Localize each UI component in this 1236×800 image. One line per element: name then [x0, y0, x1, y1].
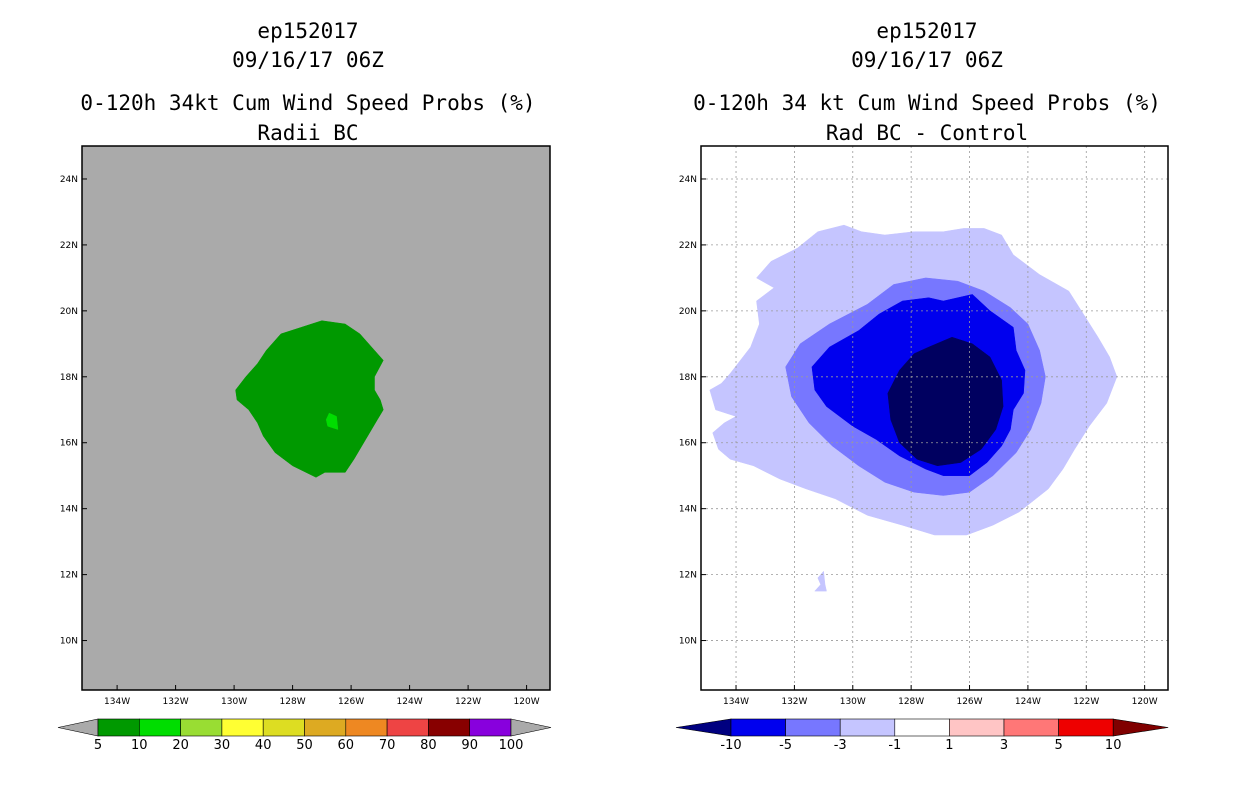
left-xtick-label-5: 124W — [397, 697, 423, 707]
right-xtick-label-1: 132W — [781, 697, 807, 707]
right-chart-title: 0-120h 34 kt Cum Wind Speed Probs (%) — [693, 91, 1161, 115]
left-colorbar-label-4: 40 — [255, 738, 272, 753]
right-ytick-label-0: 24N — [679, 175, 697, 185]
left-xtick-label-7: 120W — [514, 697, 540, 707]
left-ytick-label-0: 24N — [60, 175, 78, 185]
right-colorbar-label-1: -5 — [779, 738, 792, 753]
left-colorbar-swatch-9 — [469, 718, 512, 737]
right-datetime: 09/16/17 06Z — [851, 48, 1003, 72]
right-ytick-label-4: 16N — [679, 439, 697, 449]
right-ytick-label-5: 14N — [679, 505, 697, 515]
right-colorbar-label-5: 3 — [1000, 738, 1008, 753]
left-ytick-label-6: 12N — [60, 571, 78, 581]
right-colorbar-swatch-2 — [839, 718, 896, 737]
right-contours — [709, 224, 1118, 592]
right-colorbar-under-arrow — [675, 718, 732, 737]
right-colorbar-swatch-3 — [894, 718, 950, 737]
left-ytick-label-4: 16N — [60, 439, 78, 449]
right-colorbar-swatch-1 — [785, 718, 841, 737]
left-colorbar: 5 10 20 30 40 50 60 70 80 90 100 — [57, 718, 552, 753]
left-colorbar-label-0: 5 — [94, 738, 102, 753]
left-colorbar-swatch-3 — [221, 718, 264, 737]
left-ytick-label-2: 20N — [60, 307, 78, 317]
left-xtick-label-6: 122W — [455, 697, 481, 707]
left-contour-0 — [235, 320, 384, 478]
left-ytick-label-7: 10N — [60, 637, 78, 647]
right-colorbar-label-0: -10 — [720, 738, 741, 753]
left-colorbar-label-3: 30 — [214, 738, 231, 753]
left-chart-subtitle: Radii BC — [257, 121, 358, 145]
right-colorbar: -10 -5 -3 -1 1 3 5 10 — [675, 718, 1169, 753]
left-xtick-label-4: 126W — [338, 697, 364, 707]
left-colorbar-swatch-0 — [97, 718, 140, 737]
left-colorbar-swatch-6 — [345, 718, 388, 737]
left-colorbar-swatch-8 — [428, 718, 470, 737]
left-colorbar-swatch-2 — [180, 718, 223, 737]
left-colorbar-swatch-4 — [262, 718, 305, 737]
left-xtick-label-0: 134W — [104, 697, 130, 707]
left-colorbar-label-6: 60 — [338, 738, 355, 753]
left-colorbar-label-1: 10 — [131, 738, 148, 753]
right-colorbar-label-4: 1 — [945, 738, 953, 753]
right-xtick-label-4: 126W — [956, 697, 982, 707]
left-chart-title: 0-120h 34kt Cum Wind Speed Probs (%) — [80, 91, 535, 115]
left-datetime: 09/16/17 06Z — [232, 48, 384, 72]
left-contour-1 — [325, 412, 339, 430]
right-ytick-label-3: 18N — [679, 373, 697, 383]
left-colorbar-swatch-1 — [139, 718, 181, 737]
left-colorbar-over-arrow — [510, 718, 552, 737]
left-xtick-label-1: 132W — [163, 697, 189, 707]
right-colorbar-label-2: -3 — [834, 738, 847, 753]
left-ytick-label-3: 18N — [60, 373, 78, 383]
right-colorbar-swatch-6 — [1058, 718, 1114, 737]
right-contour-1 — [814, 570, 827, 592]
right-xtick-label-0: 134W — [723, 697, 749, 707]
right-ytick-label-7: 10N — [679, 637, 697, 647]
left-contours — [235, 320, 384, 478]
right-colorbar-label-7: 10 — [1105, 738, 1122, 753]
right-axis-ticks: 24N 22N 20N 18N 16N 14N 12N 10N 134W 132W 130W 128W… — [679, 175, 1158, 707]
left-colorbar-under-arrow — [57, 718, 99, 737]
left-ytick-label-1: 22N — [60, 241, 78, 251]
left-xtick-label-3: 128W — [280, 697, 306, 707]
left-colorbar-label-8: 80 — [420, 738, 437, 753]
left-colorbar-label-5: 50 — [296, 738, 313, 753]
right-colorbar-swatch-5 — [1003, 718, 1059, 737]
left-ytick-label-5: 14N — [60, 505, 78, 515]
right-chart-subtitle: Rad BC - Control — [826, 121, 1028, 145]
left-colorbar-label-10: 100 — [499, 738, 524, 753]
right-colorbar-label-6: 5 — [1054, 738, 1062, 753]
left-chart-panel: ep152017 09/16/17 06Z 0-120h 34kt Cum Wi… — [57, 19, 552, 753]
right-colorbar-label-3: -1 — [888, 738, 901, 753]
right-colorbar-swatch-0 — [730, 718, 786, 737]
right-xtick-label-6: 122W — [1073, 697, 1099, 707]
right-grid — [701, 146, 1168, 690]
right-colorbar-over-arrow — [1112, 718, 1169, 737]
left-plot-frame — [81, 145, 551, 691]
right-xtick-label-2: 130W — [840, 697, 866, 707]
right-xtick-label-3: 128W — [898, 697, 924, 707]
right-contour-4 — [887, 336, 1004, 467]
left-colorbar-label-9: 90 — [461, 738, 478, 753]
right-xtick-label-5: 124W — [1015, 697, 1041, 707]
right-ytick-label-2: 20N — [679, 307, 697, 317]
right-xtick-label-7: 120W — [1132, 697, 1158, 707]
right-storm-id: ep152017 — [876, 19, 977, 43]
left-axis-ticks: 24N 22N 20N 18N 16N 14N 12N 10N 134W 132W 130W 128W… — [60, 175, 540, 707]
right-ytick-label-1: 22N — [679, 241, 697, 251]
right-ytick-label-6: 12N — [679, 571, 697, 581]
right-plot-frame — [700, 145, 1169, 691]
left-colorbar-swatch-7 — [386, 718, 429, 737]
left-colorbar-label-2: 20 — [172, 738, 189, 753]
left-xtick-label-2: 130W — [221, 697, 247, 707]
left-colorbar-label-7: 70 — [379, 738, 396, 753]
right-colorbar-swatch-4 — [949, 718, 1005, 737]
right-chart-panel: ep152017 09/16/17 06Z 0-120h 34 kt Cum W… — [675, 19, 1169, 753]
left-colorbar-swatch-5 — [304, 718, 347, 737]
left-storm-id: ep152017 — [257, 19, 358, 43]
